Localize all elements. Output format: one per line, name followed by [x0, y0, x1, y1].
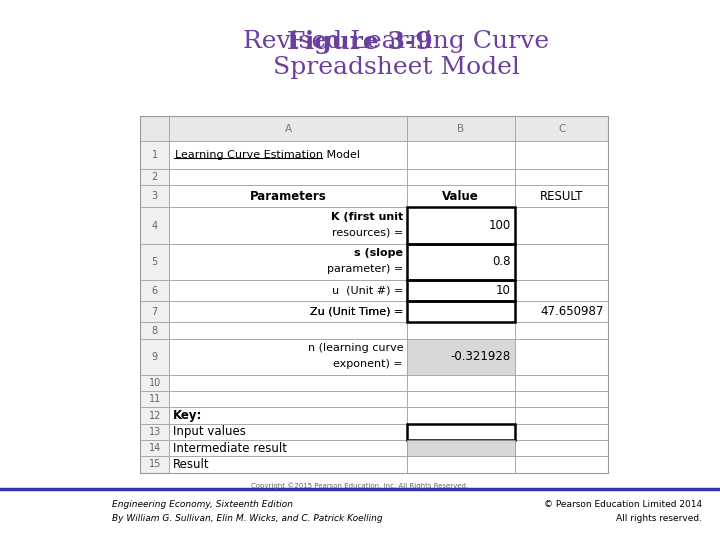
Text: 8: 8 — [152, 326, 158, 335]
Text: -0.321928: -0.321928 — [450, 350, 510, 363]
Text: Value: Value — [442, 190, 480, 202]
Text: 11: 11 — [148, 394, 161, 404]
Text: 10: 10 — [495, 284, 510, 297]
Text: Zu (Unit Time) =: Zu (Unit Time) = — [310, 307, 403, 317]
Text: K (first unit: K (first unit — [331, 212, 403, 222]
Text: resources) =: resources) = — [332, 227, 403, 238]
Text: Figure 3-9: Figure 3-9 — [287, 30, 433, 53]
Text: parameter) =: parameter) = — [327, 264, 403, 274]
Text: © Pearson Education Limited 2014: © Pearson Education Limited 2014 — [544, 500, 702, 509]
Text: Key:: Key: — [173, 409, 202, 422]
Text: Result: Result — [173, 458, 210, 471]
Text: 6: 6 — [152, 286, 158, 295]
Text: u  (Unit #) =: u (Unit #) = — [332, 286, 403, 295]
Text: C: C — [558, 124, 565, 133]
Text: By William G. Sullivan, Elin M. Wicks, and C. Patrick Koelling: By William G. Sullivan, Elin M. Wicks, a… — [112, 514, 382, 523]
Text: n (learning curve: n (learning curve — [307, 343, 403, 353]
Text: 47.650987: 47.650987 — [540, 305, 603, 318]
Text: 7: 7 — [152, 307, 158, 317]
Text: 15: 15 — [148, 460, 161, 469]
Text: 0.8: 0.8 — [492, 255, 510, 268]
Text: Engineering Economy, Sixteenth Edition: Engineering Economy, Sixteenth Edition — [112, 500, 292, 509]
Text: Revised Learning Curve
         Spreadsheet Model: Revised Learning Curve Spreadsheet Model — [171, 30, 549, 79]
Text: RESULT: RESULT — [540, 190, 583, 202]
Text: 10: 10 — [148, 378, 161, 388]
Text: exponent) =: exponent) = — [333, 359, 403, 369]
Text: 4: 4 — [152, 220, 158, 231]
Text: Input values: Input values — [173, 426, 246, 438]
Text: 100: 100 — [488, 219, 510, 232]
Text: Zu (Unit Time) =: Zu (Unit Time) = — [310, 307, 403, 317]
Text: B: B — [457, 124, 464, 133]
Text: 2: 2 — [152, 172, 158, 182]
Text: 13: 13 — [148, 427, 161, 437]
Text: Copyright ©2015 Pearson Education, Inc. All Rights Reserved.: Copyright ©2015 Pearson Education, Inc. … — [251, 482, 469, 489]
Text: A: A — [284, 124, 292, 133]
Text: 5: 5 — [152, 257, 158, 267]
Text: Parameters: Parameters — [250, 190, 326, 202]
Text: PEARSON: PEARSON — [26, 505, 86, 516]
Text: 1: 1 — [152, 150, 158, 160]
Text: s (slope: s (slope — [354, 248, 403, 258]
Text: Intermediate result: Intermediate result — [173, 442, 287, 455]
Text: Learning Curve Estimation Model: Learning Curve Estimation Model — [175, 150, 360, 160]
Text: 3: 3 — [152, 191, 158, 201]
Text: 14: 14 — [148, 443, 161, 453]
Text: 12: 12 — [148, 410, 161, 421]
Text: All rights reserved.: All rights reserved. — [616, 514, 702, 523]
Text: 9: 9 — [152, 352, 158, 362]
